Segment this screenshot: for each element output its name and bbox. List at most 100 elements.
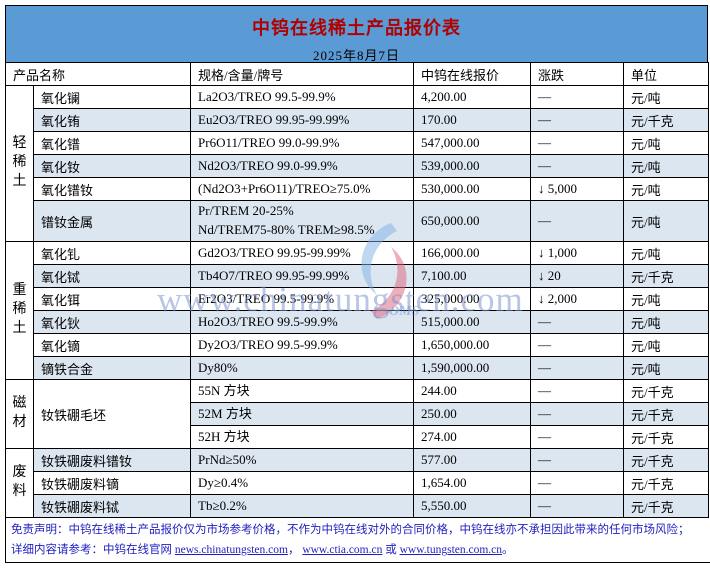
change-cell: ↓ 20 xyxy=(530,264,625,288)
link-tungsten[interactable]: www.tungsten.com.cn xyxy=(399,544,503,556)
product-cell: 钕铁硼废料镝 xyxy=(32,471,192,495)
unit-cell: 元/吨 xyxy=(623,241,710,265)
unit-cell: 元/千克 xyxy=(623,402,710,426)
price-cell: 7,100.00 xyxy=(413,264,532,288)
link-news-chinatungsten[interactable]: news.chinatungsten.com xyxy=(174,544,288,556)
disclaimer-line1: 免责声明：中钨在线稀土产品报价仅为市场参考价格，不作为中钨在线对外的合同价格，中… xyxy=(11,524,690,536)
price-table: 产品名称 规格/含量/牌号 中钨在线报价 涨跌 单位 轻 稀 土氧化镧 La2O3… xyxy=(4,62,710,518)
spec-cell: Pr/TREM 20-25% Nd/TREM75-80% TREM≥98.5% xyxy=(190,200,415,242)
table-row: 镝铁合金 Dy80% 1,590,000.00— 元/吨 xyxy=(6,356,710,380)
product-cell: 钕铁硼毛坯 xyxy=(32,379,192,449)
spec-cell: Ho2O3/TREO 99.5-99.9% xyxy=(190,310,415,334)
price-cell: 547,000.00 xyxy=(413,131,532,155)
product-cell: 氧化镨 xyxy=(32,131,192,155)
unit-cell: 元/吨 xyxy=(623,333,710,357)
price-cell: 577.00 xyxy=(413,448,532,472)
table-row: 氧化镨钕 (Nd2O3+Pr6O11)/TREO≥75.0% 530,000.00 ↓… xyxy=(6,177,710,201)
spec-cell: Gd2O3/TREO 99.95-99.99% xyxy=(190,241,415,265)
price-cell: 515,000.00 xyxy=(413,310,532,334)
price-cell: 1,650,000.00 xyxy=(413,333,532,357)
table-row: 重 稀 土氧化钆 Gd2O3/TREO 99.95-99.99% 166,000.0… xyxy=(5,241,710,380)
unit-cell: 元/吨 xyxy=(623,356,710,380)
spec-cell: Eu2O3/TREO 99.95-99.99% xyxy=(190,108,415,132)
spec-cell: La2O3/TREO 99.5-99.9% xyxy=(190,85,415,109)
unit-cell: 元/千克 xyxy=(623,471,710,495)
spec-cell: Nd2O3/TREO 99.0-99.9% xyxy=(190,154,415,178)
column-header-product: 产品名称 xyxy=(4,62,192,86)
unit-cell: 元/吨 xyxy=(623,200,710,242)
product-cell: 氧化铒 xyxy=(32,287,192,311)
group-label: 轻 稀 土 xyxy=(5,85,34,242)
table-row: 氧化铕 Eu2O3/TREO 99.95-99.99% 170.00— 元/千克 xyxy=(6,108,710,132)
spec-cell: Tb≥0.2% xyxy=(190,494,415,518)
unit-cell: 元/吨 xyxy=(623,85,710,109)
table-row: 废 料钕铁硼废料镨钕 PrNd≥50% 577.00— 元/千克 xyxy=(5,448,710,518)
unit-cell: 元/千克 xyxy=(623,494,710,518)
page-title: 中钨在线稀土产品报价表 xyxy=(252,18,461,38)
spec-cell: Dy2O3/TREO 99.5-99.9% xyxy=(190,333,415,357)
price-cell: 650,000.00 xyxy=(413,200,532,242)
change-cell: — xyxy=(530,356,625,380)
banner: 中钨在线稀土产品报价表 2025年8月7日 xyxy=(5,5,708,63)
unit-cell: 元/吨 xyxy=(623,177,710,201)
product-cell: 镨钕金属 xyxy=(32,200,192,242)
spec-cell: Dy≥0.4% xyxy=(190,471,415,495)
column-header-price: 中钨在线报价 xyxy=(413,62,532,86)
table-row: 磁 材钕铁硼毛坯 55N 方块 244.00— 元/千克 xyxy=(5,379,710,449)
unit-cell: 元/千克 xyxy=(623,264,710,288)
group-label: 重 稀 土 xyxy=(5,241,34,380)
spec-cell: Er2O3/TREO 99.5-99.9% xyxy=(190,287,415,311)
disclaimer-line2: 详细内容请参考：中钨在线官网 news.chinatungsten.com， w… xyxy=(11,540,710,560)
change-cell: — xyxy=(530,108,625,132)
table-row: 52M 方块 250.00— 元/千克 xyxy=(6,402,710,426)
change-cell: — xyxy=(530,85,625,109)
change-cell: — xyxy=(530,448,625,472)
price-cell: 539,000.00 xyxy=(413,154,532,178)
table-row: 氧化铽 Tb4O7/TREO 99.95-99.99% 7,100.00 ↓ 20 元/… xyxy=(6,264,710,288)
table-row: 镨钕金属 Pr/TREM 20-25% Nd/TREM75-80% TREM≥98… xyxy=(6,200,710,242)
table-row: 氧化钕 Nd2O3/TREO 99.0-99.9% 539,000.00— 元/吨 xyxy=(6,154,710,178)
column-header-change: 涨跌 xyxy=(530,62,625,86)
price-cell: 1,590,000.00 xyxy=(413,356,532,380)
group-label: 废 料 xyxy=(5,448,34,518)
spec-cell: 52H 方块 xyxy=(190,425,415,449)
table-row: 氧化镨 Pr6O11/TREO 99.0-99.9% 547,000.00— 元/吨 xyxy=(6,131,710,155)
product-cell: 氧化钆 xyxy=(32,241,192,265)
product-cell: 钕铁硼废料铽 xyxy=(32,494,192,518)
disclaimer: 免责声明：中钨在线稀土产品报价仅为市场参考价格，不作为中钨在线对外的合同价格，中… xyxy=(5,518,710,563)
disclaimer-suffix: 。 xyxy=(502,544,514,556)
price-cell: 250.00 xyxy=(413,402,532,426)
unit-cell: 元/吨 xyxy=(623,154,710,178)
link-ctia[interactable]: www.ctia.com.cn xyxy=(302,544,383,556)
table-row: 钕铁硼废料镝 Dy≥0.4% 1,654.00— 元/千克 xyxy=(6,471,710,495)
disclaimer-sep2: 或 xyxy=(382,544,400,556)
product-cell: 氧化铕 xyxy=(32,108,192,132)
table-row: 氧化钬 Ho2O3/TREO 99.5-99.9% 515,000.00— 元/吨 xyxy=(6,310,710,334)
price-table-body: 轻 稀 土氧化镧 La2O3/TREO 99.5-99.9% 4,200.00— 元/… xyxy=(5,85,710,518)
price-cell: 166,000.00 xyxy=(413,241,532,265)
change-cell: — xyxy=(530,310,625,334)
change-cell: — xyxy=(530,471,625,495)
product-cell: 氧化镝 xyxy=(32,333,192,357)
price-cell: 1,654.00 xyxy=(413,471,532,495)
change-cell: — xyxy=(530,379,625,403)
unit-cell: 元/千克 xyxy=(623,425,710,449)
column-header-spec: 规格/含量/牌号 xyxy=(190,62,415,86)
spec-cell: (Nd2O3+Pr6O11)/TREO≥75.0% xyxy=(190,177,415,201)
change-cell: — xyxy=(530,333,625,357)
change-cell: — xyxy=(530,425,625,449)
change-cell: — xyxy=(530,131,625,155)
spec-cell: Tb4O7/TREO 99.95-99.99% xyxy=(190,264,415,288)
product-cell: 钕铁硼废料镨钕 xyxy=(32,448,192,472)
table-row: 氧化镝 Dy2O3/TREO 99.5-99.9% 1,650,000.00— 元/吨 xyxy=(6,333,710,357)
price-cell: 274.00 xyxy=(413,425,532,449)
change-cell: — xyxy=(530,154,625,178)
group-label: 磁 材 xyxy=(5,379,34,449)
unit-cell: 元/千克 xyxy=(623,379,710,403)
table-row: 52H 方块 274.00— 元/千克 xyxy=(6,425,710,449)
product-cell: 氧化钬 xyxy=(32,310,192,334)
price-cell: 244.00 xyxy=(413,379,532,403)
header-row: 产品名称 规格/含量/牌号 中钨在线报价 涨跌 单位 xyxy=(4,62,710,86)
unit-cell: 元/吨 xyxy=(623,287,710,311)
change-cell: ↓ 2,000 xyxy=(530,287,625,311)
